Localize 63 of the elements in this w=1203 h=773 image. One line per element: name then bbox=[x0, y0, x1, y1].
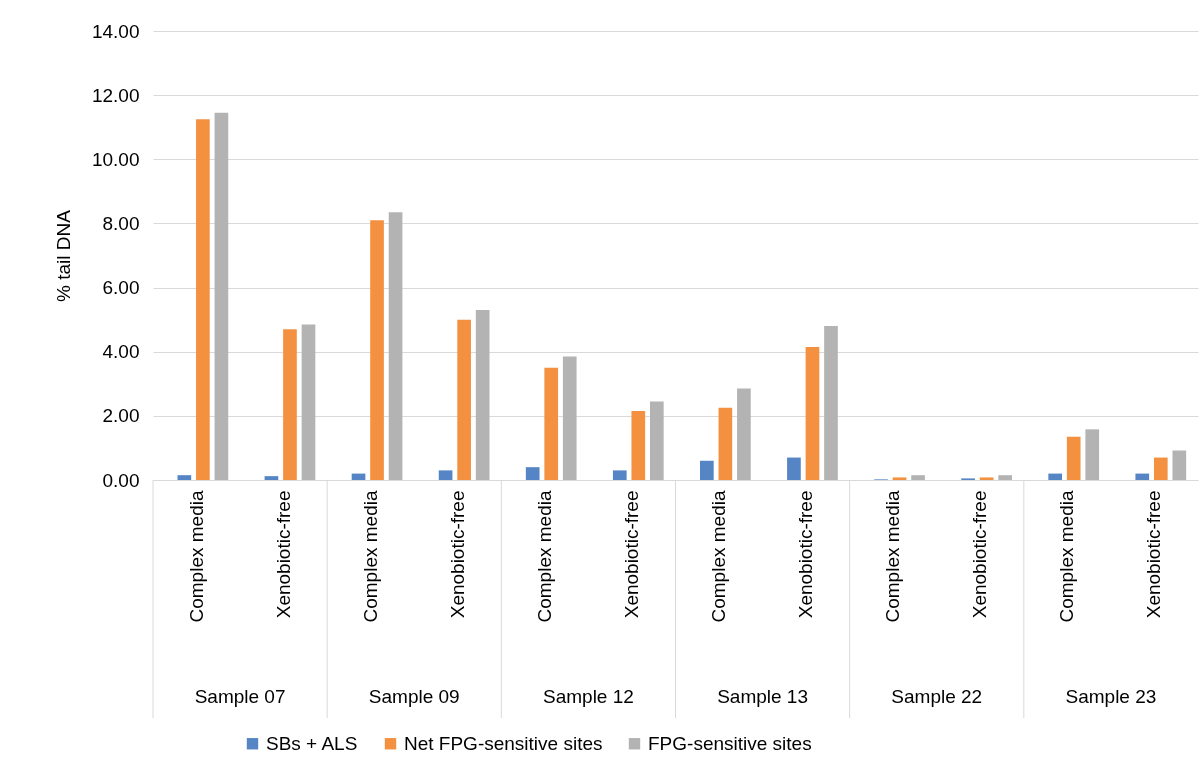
bar bbox=[649, 401, 664, 480]
bar bbox=[718, 407, 733, 480]
y-axis-title: % tail DNA bbox=[52, 209, 74, 302]
bar bbox=[824, 326, 838, 480]
bar bbox=[631, 411, 646, 480]
bar bbox=[1048, 473, 1063, 480]
y-tick-label: 4.00 bbox=[102, 341, 140, 363]
x-tick-label: Complex media bbox=[533, 490, 555, 623]
bar bbox=[438, 470, 453, 480]
x-tick-label: Complex media bbox=[708, 490, 730, 623]
legend-label: Net FPG-sensitive sites bbox=[404, 732, 603, 754]
bar bbox=[1066, 436, 1081, 480]
bar bbox=[979, 477, 994, 480]
text: Sample 12 bbox=[542, 686, 634, 707]
bar bbox=[301, 324, 316, 480]
bar bbox=[544, 367, 559, 480]
x-tick-label: Complex media bbox=[359, 490, 381, 623]
y-tick-label: 0.00 bbox=[102, 469, 140, 491]
bar bbox=[525, 467, 540, 480]
bar bbox=[370, 220, 384, 480]
bar bbox=[1172, 450, 1187, 480]
x-tick-label: Xenobiotic-free bbox=[620, 490, 642, 619]
bar bbox=[388, 212, 403, 480]
bar bbox=[1085, 429, 1100, 480]
x-tick-label: Complex media bbox=[185, 490, 207, 623]
y-tick-label: 6.00 bbox=[102, 277, 140, 299]
y-tick-label: 12.00 bbox=[91, 84, 140, 106]
x-tick-label: Complex media bbox=[882, 490, 904, 623]
y-tick-label: 2.00 bbox=[102, 405, 140, 427]
bar bbox=[700, 460, 714, 480]
x-tick-label: Xenobiotic-free bbox=[795, 490, 817, 619]
x-tick-label: Xenobiotic-free bbox=[446, 490, 468, 619]
bar bbox=[196, 119, 210, 480]
y-tick-label: 8.00 bbox=[102, 212, 140, 234]
bar bbox=[1153, 457, 1168, 480]
bar bbox=[612, 470, 627, 480]
bar bbox=[911, 475, 925, 480]
legend-label: SBs + ALS bbox=[266, 732, 358, 754]
bar bbox=[737, 388, 751, 480]
x-tick-label: Xenobiotic-free bbox=[1143, 490, 1165, 619]
bar bbox=[787, 457, 801, 480]
bar bbox=[892, 477, 907, 480]
bar bbox=[1135, 473, 1150, 480]
y-tick-label: 10.00 bbox=[91, 148, 140, 170]
x-tick-label: Xenobiotic-free bbox=[969, 490, 991, 619]
y-tick-label: 14.00 bbox=[91, 20, 140, 42]
text: Sample 13 bbox=[717, 686, 809, 707]
legend-label: FPG-sensitive sites bbox=[648, 732, 812, 754]
text: Sample 22 bbox=[891, 686, 983, 707]
text: Sample 07 bbox=[194, 686, 286, 707]
x-tick-label: Complex media bbox=[1056, 490, 1078, 623]
bar bbox=[177, 475, 192, 480]
bar bbox=[214, 112, 229, 480]
bar bbox=[283, 329, 297, 480]
bar bbox=[457, 319, 471, 480]
bar bbox=[475, 310, 490, 480]
bar bbox=[264, 476, 279, 480]
x-tick-label: Xenobiotic-free bbox=[272, 490, 294, 619]
bar bbox=[562, 356, 577, 480]
text: Sample 23 bbox=[1065, 686, 1157, 707]
text: Sample 09 bbox=[368, 686, 460, 707]
bar bbox=[805, 346, 820, 480]
bar bbox=[998, 475, 1012, 480]
